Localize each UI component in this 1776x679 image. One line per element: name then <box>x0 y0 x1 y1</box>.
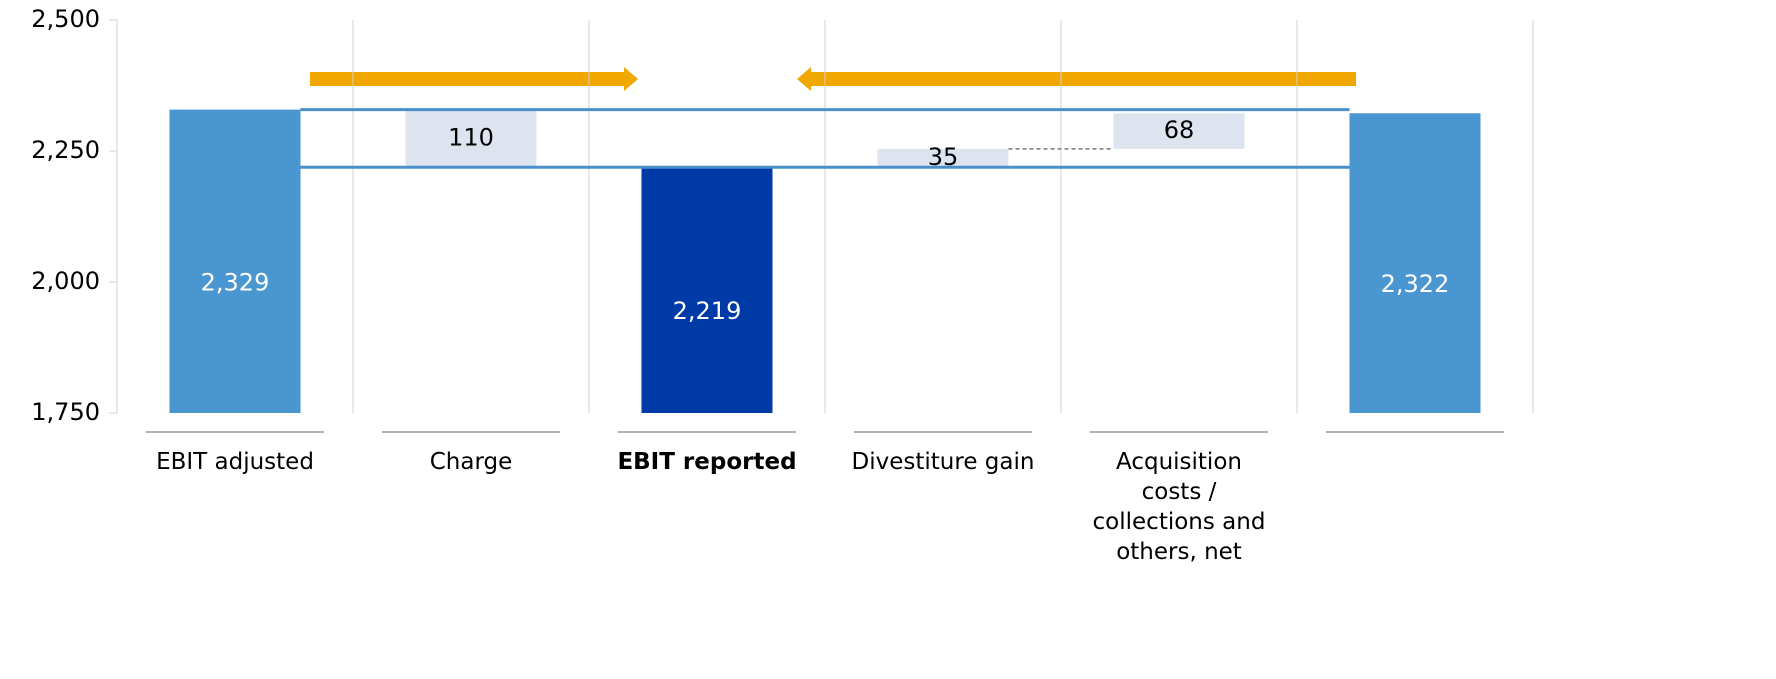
value-label: 2,329 <box>201 268 270 296</box>
value-label: 110 <box>448 123 494 151</box>
x-tick-label: EBIT reported <box>617 449 797 475</box>
orange-arrow-head <box>624 67 638 91</box>
x-tick-label: Acquisition costs / collections and othe… <box>1092 449 1266 565</box>
y-tick-label: 2,250 <box>31 136 100 164</box>
y-tick-label: 2,000 <box>31 267 100 295</box>
y-tick-label: 1,750 <box>31 398 100 426</box>
value-label: 68 <box>1164 116 1195 144</box>
bar <box>1349 113 1481 413</box>
orange-arrow-head <box>797 67 811 91</box>
bar <box>169 109 301 413</box>
x-tick-label: EBIT adjusted <box>156 449 314 475</box>
x-tick-label: Charge <box>429 449 513 475</box>
value-label: 2,322 <box>1381 270 1450 298</box>
value-label: 2,219 <box>673 297 742 325</box>
x-tick-label: Divestiture gain <box>851 449 1035 475</box>
y-tick-label: 2,500 <box>31 5 100 33</box>
bar <box>641 167 773 413</box>
bar <box>1113 113 1245 149</box>
bar <box>405 109 537 168</box>
bar <box>877 148 1009 168</box>
